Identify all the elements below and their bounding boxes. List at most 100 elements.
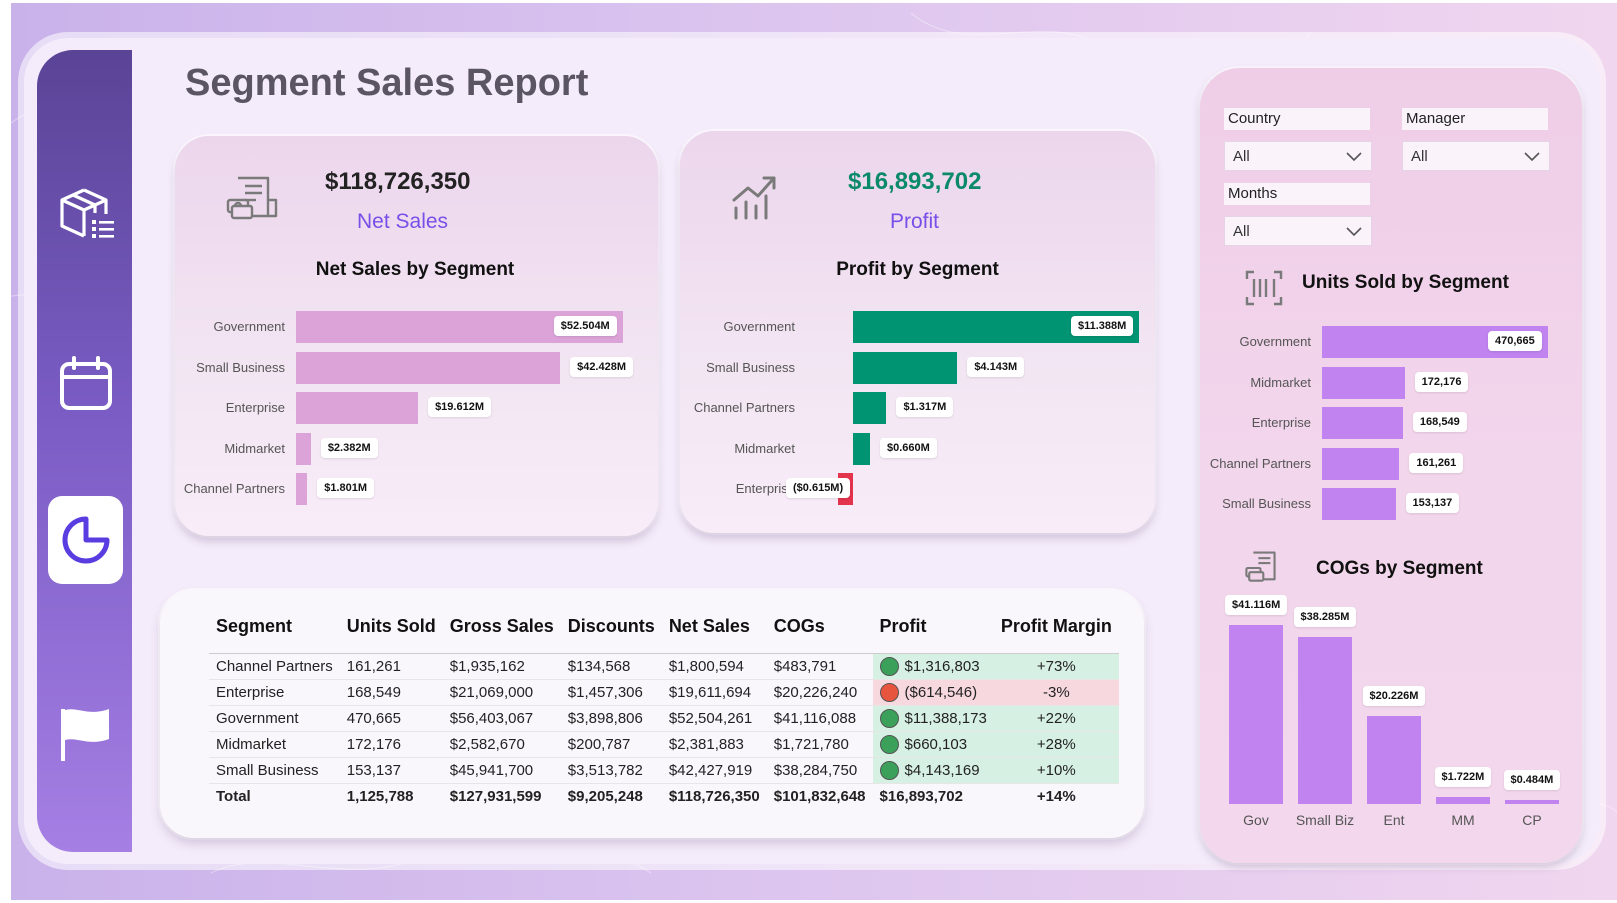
cell-segment: Channel Partners <box>209 653 340 680</box>
status-dot-positive-icon <box>879 735 899 754</box>
bar-channel-partners <box>1322 447 1400 480</box>
calendar-icon <box>59 356 112 410</box>
manager-filter-dropdown[interactable]: All <box>1402 141 1550 171</box>
data-label: $38.285M <box>1293 607 1357 628</box>
nav-calendar-button[interactable] <box>48 340 123 428</box>
profit-value: $4,143,169 <box>904 762 980 779</box>
cell-gross: $2,582,670 <box>442 731 561 758</box>
bar-small-business <box>1322 488 1396 520</box>
cogs-chart-title: COGs by Segment <box>1316 558 1483 579</box>
cell-profit: ($614,546) <box>872 679 994 706</box>
barcode-icon <box>1245 270 1283 306</box>
header-net-sales[interactable]: Net Sales <box>661 610 767 654</box>
manager-filter-title: Manager <box>1402 108 1548 130</box>
country-filter-dropdown[interactable]: All <box>1224 141 1372 171</box>
data-label: $41.116M <box>1225 595 1288 615</box>
cell-net: $1,800,594 <box>661 653 767 680</box>
data-label: 153,137 <box>1405 493 1460 513</box>
table-row[interactable]: Government 470,665 $56,403,067 $3,898,806 $5… <box>209 705 1119 732</box>
bar-channel-partners <box>296 473 308 505</box>
cell-discounts: $9,205,248 <box>560 783 662 809</box>
flag-icon <box>60 709 109 761</box>
cell-segment: Government <box>209 705 340 732</box>
data-label: $52.504M <box>553 316 617 336</box>
data-label: $20.226M <box>1362 685 1426 706</box>
cell-units: 1,125,788 <box>339 783 443 809</box>
cell-gross: $21,069,000 <box>442 679 561 706</box>
table-total-row[interactable]: Total 1,125,788 $127,931,599 $9,205,248 $118… <box>209 783 1119 809</box>
table-row[interactable]: Midmarket 172,176 $2,582,670 $200,787 $2,381… <box>209 731 1119 758</box>
cell-segment: Small Business <box>209 757 340 784</box>
receipt-cash-icon <box>1245 551 1276 582</box>
category-label: Midmarket <box>224 440 285 456</box>
data-label: ($0.615M) <box>786 478 851 498</box>
profit-value: ($614,546) <box>904 684 978 701</box>
cell-profit-margin: +73% <box>993 653 1119 680</box>
table-row[interactable]: Small Business 153,137 $45,941,700 $3,513,7… <box>209 757 1119 784</box>
cell-profit: $660,103 <box>872 731 994 758</box>
header-segment[interactable]: Segment <box>209 610 340 654</box>
segment-summary-table-card: Segment Units Sold Gross Sales Discounts… <box>160 590 1144 838</box>
data-label: $42.428M <box>570 356 634 377</box>
bar-mm <box>1436 796 1490 804</box>
profit-value: $1,316,803 <box>904 658 980 675</box>
category-label: Government <box>723 319 795 334</box>
category-label: Enterprise <box>735 481 795 496</box>
nav-segment-report-button[interactable] <box>48 496 123 584</box>
country-filter-value: All <box>1233 148 1250 165</box>
data-label: $1.722M <box>1434 766 1492 787</box>
header-units-sold[interactable]: Units Sold <box>339 610 443 654</box>
pie-chart-icon <box>62 516 109 564</box>
nav-flag-button[interactable] <box>48 690 123 778</box>
months-filter-value: All <box>1233 223 1250 240</box>
cell-gross: $1,935,162 <box>442 653 561 680</box>
cell-cogs: $38,284,750 <box>766 757 873 784</box>
bar-channel-partners <box>853 392 887 424</box>
bar-small-business <box>853 351 958 384</box>
page-title: Segment Sales Report <box>185 62 589 104</box>
cell-net: $118,726,350 <box>661 783 767 809</box>
cell-net: $52,504,261 <box>661 705 767 732</box>
cell-profit-margin: +10% <box>993 757 1119 784</box>
cell-units: 161,261 <box>339 653 443 680</box>
category-label: Channel Partners <box>1209 455 1311 471</box>
header-gross-sales[interactable]: Gross Sales <box>442 610 561 654</box>
bar-gov <box>1229 625 1283 804</box>
months-filter-dropdown[interactable]: All <box>1224 216 1372 246</box>
category-label: Channel Partners <box>183 481 285 496</box>
cell-segment: Midmarket <box>209 731 340 758</box>
category-label: MM <box>1451 812 1475 828</box>
table-row[interactable]: Enterprise 168,549 $21,069,000 $1,457,306 $1… <box>209 679 1119 706</box>
receipt-cash-icon <box>226 176 278 220</box>
header-cogs[interactable]: COGs <box>766 610 873 654</box>
profit-chart-title: Profit by Segment <box>836 259 999 280</box>
units-sold-chart-title: Units Sold by Segment <box>1302 272 1509 293</box>
status-dot-positive-icon <box>879 657 899 676</box>
nav-products-button[interactable] <box>48 170 123 258</box>
trend-chart-icon <box>732 176 776 220</box>
cell-profit: $11,388,173 <box>872 705 994 732</box>
data-label: $0.660M <box>879 437 937 458</box>
net-sales-chart-title: Net Sales by Segment <box>315 259 515 280</box>
data-label: $4.143M <box>967 356 1025 377</box>
profit-cell-content: $11,388,173 <box>879 709 987 728</box>
header-profit[interactable]: Profit <box>872 610 994 654</box>
data-label: $19.612M <box>428 397 491 417</box>
chevron-down-icon <box>1524 152 1540 162</box>
manager-filter-value: All <box>1411 148 1428 165</box>
table-row[interactable]: Channel Partners 161,261 $1,935,162 $134,56… <box>209 653 1119 680</box>
cell-gross: $45,941,700 <box>442 757 561 784</box>
segment-summary-table: Segment Units Sold Gross Sales Discounts… <box>209 610 1119 809</box>
category-label: Small Business <box>706 359 795 375</box>
header-profit-margin[interactable]: Profit Margin <box>993 610 1119 654</box>
products-icon <box>59 188 114 238</box>
cell-profit-margin: +28% <box>993 731 1119 758</box>
category-label: Midmarket <box>1250 374 1311 390</box>
cell-profit: $16,893,702 <box>872 783 994 809</box>
header-discounts[interactable]: Discounts <box>560 610 662 654</box>
profit-cell-content: ($614,546) <box>879 683 987 702</box>
cell-profit: $1,316,803 <box>872 653 994 680</box>
profit-value: $16,893,702 <box>848 168 982 195</box>
data-label: $11.388M <box>1071 316 1134 336</box>
net-sales-value: $118,726,350 <box>325 168 471 195</box>
